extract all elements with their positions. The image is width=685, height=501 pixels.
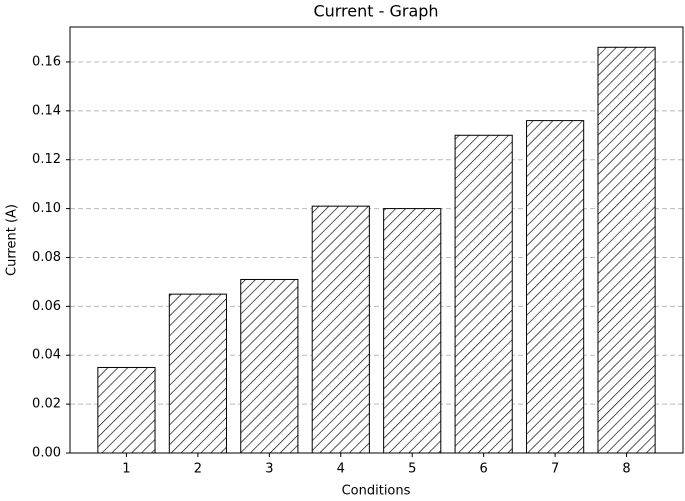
x-tick-label: 3 bbox=[265, 462, 273, 477]
chart-title: Current - Graph bbox=[313, 2, 438, 21]
x-axis-label: Conditions bbox=[342, 484, 411, 499]
y-tick-label: 0.00 bbox=[32, 446, 61, 461]
bar bbox=[311, 205, 370, 454]
y-tick-label: 0.06 bbox=[32, 299, 61, 314]
y-tick-label: 0.16 bbox=[32, 54, 61, 69]
y-tick-label: 0.08 bbox=[32, 250, 61, 265]
x-tick-label: 1 bbox=[122, 462, 130, 477]
y-tick-label: 0.12 bbox=[32, 152, 61, 167]
x-tick-label: 4 bbox=[337, 462, 345, 477]
bar bbox=[454, 134, 513, 454]
x-tick-label: 2 bbox=[194, 462, 202, 477]
bar bbox=[168, 293, 227, 454]
x-tick-label: 5 bbox=[408, 462, 416, 477]
y-tick-label: 0.10 bbox=[32, 201, 61, 216]
plot-frame bbox=[69, 26, 684, 454]
y-axis-label: Current (A) bbox=[5, 204, 20, 276]
bar bbox=[240, 278, 299, 454]
y-tick-label: 0.14 bbox=[32, 103, 61, 118]
x-tick-label: 6 bbox=[480, 462, 488, 477]
x-tick-label: 7 bbox=[551, 462, 559, 477]
y-tick-label: 0.04 bbox=[32, 348, 61, 363]
x-tick-label: 8 bbox=[622, 462, 630, 477]
bar bbox=[526, 120, 585, 454]
bar bbox=[597, 46, 656, 454]
y-tick-label: 0.02 bbox=[32, 397, 61, 412]
bar bbox=[97, 366, 156, 454]
bar bbox=[383, 208, 442, 454]
